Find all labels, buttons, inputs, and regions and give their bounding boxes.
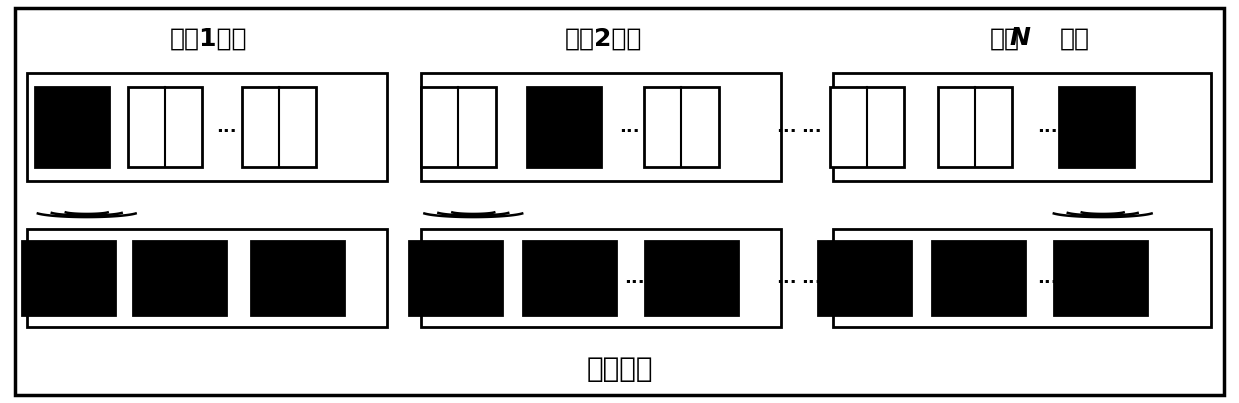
Bar bbox=[27, 229, 387, 327]
Bar bbox=[128, 87, 202, 167]
Bar bbox=[818, 241, 911, 315]
Bar bbox=[250, 241, 343, 315]
Text: ...: ... bbox=[802, 118, 821, 136]
Text: ...: ... bbox=[624, 269, 644, 287]
Bar bbox=[833, 229, 1211, 327]
Bar bbox=[524, 241, 617, 315]
Text: ...: ... bbox=[1037, 269, 1057, 287]
Bar bbox=[22, 241, 114, 315]
Bar bbox=[242, 87, 316, 167]
Text: ...: ... bbox=[217, 118, 237, 136]
Bar bbox=[421, 229, 781, 327]
Text: ...: ... bbox=[620, 118, 639, 136]
Bar bbox=[1053, 241, 1147, 315]
Bar bbox=[833, 73, 1211, 181]
Bar bbox=[409, 241, 503, 315]
Bar bbox=[933, 241, 1026, 315]
Bar bbox=[27, 73, 387, 181]
Bar bbox=[938, 87, 1012, 167]
Text: ...: ... bbox=[777, 269, 797, 287]
Bar bbox=[646, 241, 738, 315]
Bar bbox=[35, 87, 109, 167]
Text: 阵元: 阵元 bbox=[990, 26, 1020, 50]
Text: ...: ... bbox=[802, 269, 821, 287]
Text: N: N bbox=[1010, 26, 1030, 50]
Text: 所有阵元: 所有阵元 bbox=[586, 355, 653, 383]
Text: 阵刔2发射: 阵刔2发射 bbox=[565, 26, 642, 50]
Bar bbox=[1059, 87, 1134, 167]
Text: ...: ... bbox=[777, 118, 797, 136]
Text: 阵刔1发射: 阵刔1发射 bbox=[170, 26, 247, 50]
Text: ...: ... bbox=[1037, 118, 1057, 136]
Bar bbox=[421, 87, 496, 167]
Bar bbox=[421, 73, 781, 181]
Bar bbox=[830, 87, 904, 167]
Bar bbox=[644, 87, 719, 167]
Text: 发射: 发射 bbox=[1059, 26, 1089, 50]
Bar bbox=[527, 87, 601, 167]
Bar bbox=[133, 241, 225, 315]
